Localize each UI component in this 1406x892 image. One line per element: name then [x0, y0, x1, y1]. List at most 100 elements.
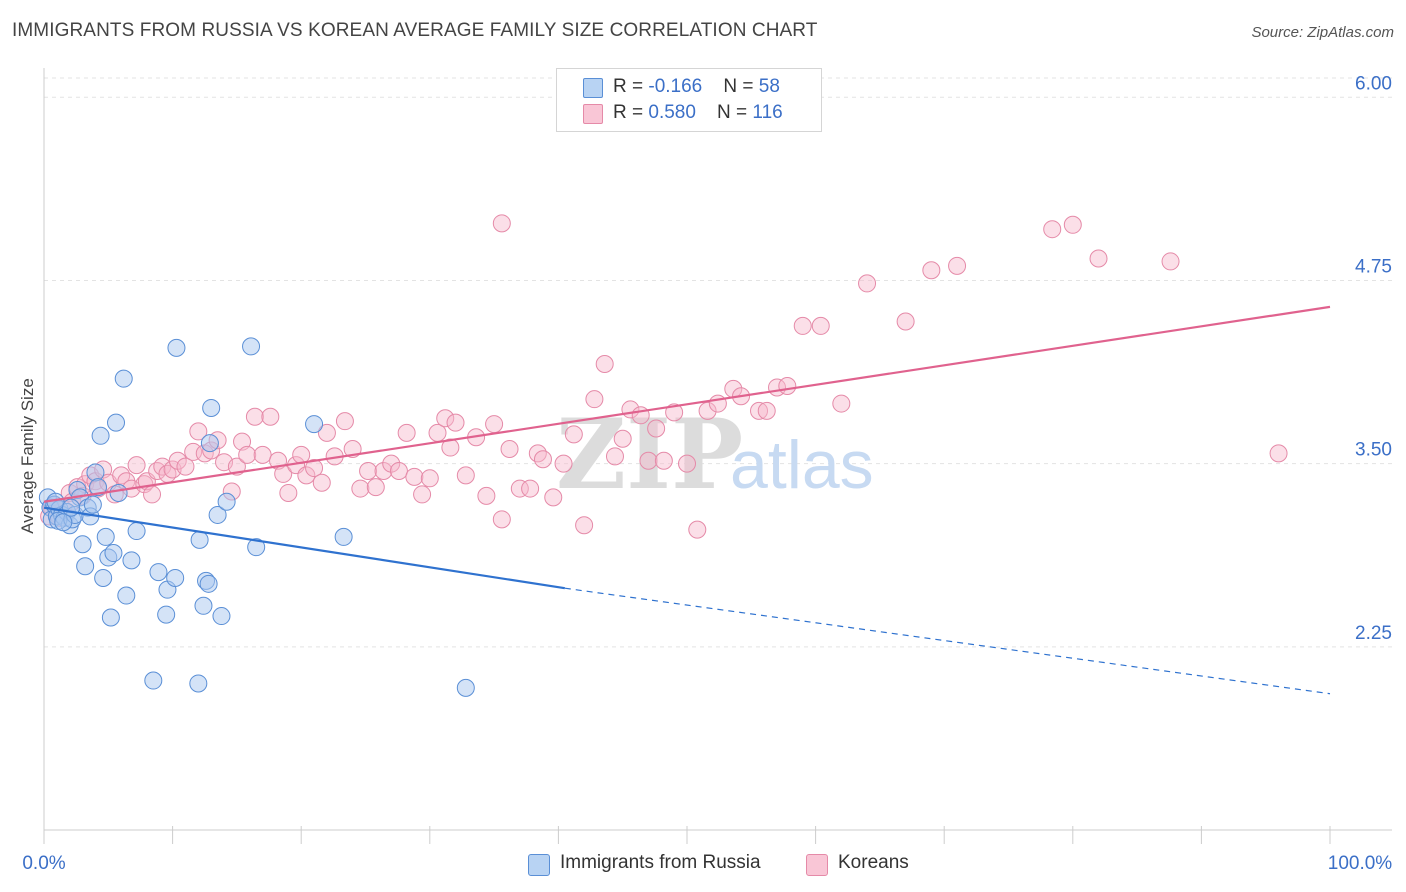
- data-point-russia: [86, 463, 105, 482]
- data-point-koreans: [112, 466, 131, 485]
- data-point-koreans: [189, 422, 208, 441]
- data-point-koreans: [389, 461, 408, 480]
- data-point-koreans: [639, 451, 658, 470]
- data-point-koreans: [405, 467, 424, 486]
- data-point-russia: [456, 678, 475, 697]
- data-point-koreans: [500, 440, 519, 458]
- data-point-russia: [202, 398, 221, 417]
- x-tick-label: 100.0%: [1328, 853, 1393, 874]
- data-point-koreans: [595, 355, 614, 374]
- data-point-koreans: [922, 261, 941, 280]
- data-point-russia: [199, 574, 218, 593]
- y-tick-label: 3.50: [1355, 440, 1392, 461]
- data-point-koreans: [492, 214, 511, 233]
- data-point-koreans: [793, 316, 812, 335]
- data-point-koreans: [420, 469, 439, 488]
- data-point-russia: [305, 415, 324, 434]
- data-point-koreans: [436, 409, 455, 428]
- trend-line-russia: [43, 506, 565, 590]
- watermark: ZIP atlas: [556, 398, 874, 511]
- data-point-koreans: [441, 438, 460, 457]
- data-point-koreans: [613, 429, 632, 448]
- x-tick-label: 0.0%: [22, 853, 65, 874]
- legend-r-value-russia: -0.166: [648, 76, 703, 97]
- data-point-russia: [127, 522, 146, 541]
- data-point-koreans: [176, 457, 195, 476]
- bottom-legend-swatch-koreans: [806, 854, 828, 876]
- data-point-russia: [107, 413, 126, 432]
- data-point-koreans: [1269, 444, 1288, 463]
- correlation-legend: R = -0.166 N = 58 R = 0.580 N = 116: [556, 68, 822, 132]
- data-point-russia: [242, 337, 261, 356]
- data-point-koreans: [528, 444, 547, 463]
- data-point-koreans: [698, 401, 717, 420]
- y-tick-label: 4.75: [1355, 256, 1392, 277]
- legend-r-value-koreans: 0.580: [648, 102, 696, 123]
- data-point-koreans: [554, 454, 573, 473]
- data-point-koreans: [305, 459, 324, 478]
- legend-swatch-russia: [583, 78, 603, 98]
- data-point-russia: [89, 478, 108, 497]
- legend-n-label: N =: [723, 76, 759, 97]
- data-point-russia: [144, 671, 163, 690]
- data-point-russia: [94, 568, 113, 587]
- data-point-russia: [208, 505, 227, 524]
- legend-n-value-russia: 58: [758, 76, 780, 97]
- data-point-koreans: [456, 466, 475, 485]
- source-label: Source: ZipAtlas.com: [1251, 24, 1394, 41]
- chart-title: IMMIGRANTS FROM RUSSIA VS KOREAN AVERAGE…: [12, 20, 818, 41]
- data-point-koreans: [485, 415, 504, 434]
- data-point-koreans: [1043, 220, 1062, 239]
- data-point-russia: [104, 544, 123, 563]
- data-point-koreans: [143, 485, 162, 504]
- series-russia-points: [38, 337, 475, 697]
- watermark-zip: ZIP: [556, 398, 743, 511]
- legend-n-value-koreans: 116: [752, 102, 783, 123]
- data-point-koreans: [533, 450, 552, 469]
- data-point-russia: [73, 535, 92, 554]
- data-point-russia: [217, 492, 236, 511]
- data-point-russia: [157, 605, 176, 624]
- data-point-russia: [96, 527, 115, 546]
- legend-n-label: N =: [717, 102, 753, 123]
- data-point-koreans: [382, 454, 401, 473]
- y-axis-label: Average Family Size: [18, 378, 37, 534]
- data-point-russia: [194, 596, 213, 615]
- data-point-koreans: [127, 456, 146, 475]
- data-point-koreans: [477, 486, 496, 505]
- data-point-russia: [247, 538, 266, 557]
- data-point-koreans: [1089, 249, 1108, 268]
- data-point-koreans: [238, 445, 257, 464]
- data-point-koreans: [374, 461, 393, 480]
- legend-swatch-koreans: [583, 104, 603, 124]
- trend-lines: [43, 305, 1331, 695]
- data-point-koreans: [312, 473, 331, 492]
- data-point-koreans: [317, 423, 336, 442]
- data-point-koreans: [948, 256, 967, 275]
- data-point-koreans: [858, 274, 877, 293]
- data-point-russia: [212, 607, 231, 626]
- data-point-koreans: [750, 401, 769, 420]
- data-point-russia: [189, 674, 208, 693]
- data-point-russia: [190, 530, 209, 549]
- data-point-koreans: [1063, 215, 1082, 234]
- data-point-russia: [114, 369, 133, 388]
- grid-lines: [44, 77, 1392, 648]
- legend-r-label: R =: [613, 76, 649, 97]
- series-koreans-points: [40, 214, 1288, 539]
- data-point-koreans: [665, 403, 684, 422]
- axes: [43, 68, 1392, 844]
- data-point-russia: [149, 563, 168, 582]
- data-point-koreans: [510, 479, 529, 498]
- bottom-legend-swatch-russia: [528, 854, 550, 876]
- data-point-koreans: [413, 485, 432, 504]
- data-point-koreans: [492, 510, 511, 529]
- data-point-koreans: [688, 520, 707, 539]
- data-point-russia: [54, 513, 73, 532]
- data-point-russia: [117, 586, 136, 605]
- data-point-koreans: [605, 447, 624, 466]
- data-point-koreans: [279, 483, 298, 502]
- data-point-koreans: [366, 478, 385, 497]
- data-point-koreans: [647, 419, 666, 438]
- data-point-koreans: [397, 423, 416, 442]
